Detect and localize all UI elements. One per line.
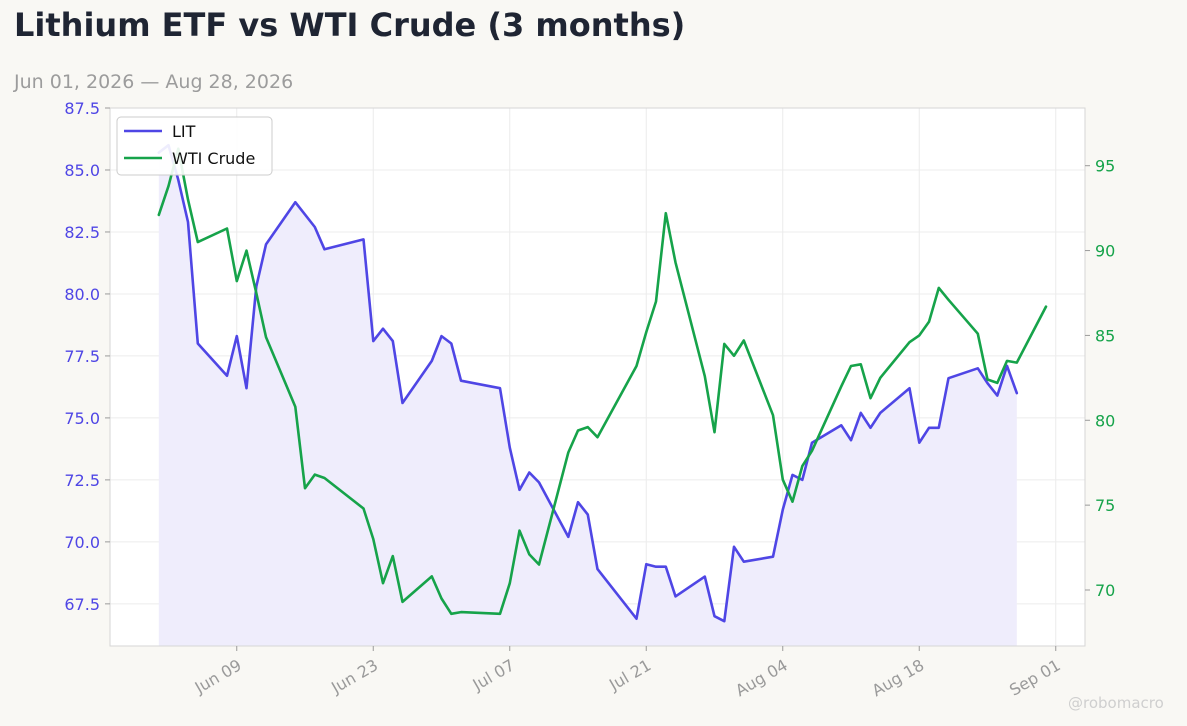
y-left-tick-label: 72.5 (64, 471, 100, 490)
x-tick-label: Aug 18 (869, 655, 928, 700)
y-left-tick-label: 75.0 (64, 409, 100, 428)
series-line-wti-crude (157, 147, 1048, 616)
y-left-tick-label: 80.0 (64, 285, 100, 304)
series-line-lit (157, 143, 1019, 623)
y-left-tick-label: 70.0 (64, 533, 100, 552)
chart-title: Lithium ETF vs WTI Crude (3 months) (14, 6, 686, 44)
x-tick-label: Jul 07 (469, 655, 518, 694)
y-right-tick-label: 75 (1095, 496, 1115, 515)
chart-subtitle: Jun 01, 2026 — Aug 28, 2026 (14, 71, 294, 93)
plot-frame (109, 107, 1086, 647)
series-layer (157, 143, 1048, 623)
y-right-tick-label: 90 (1095, 242, 1115, 261)
y-left-tick-label: 77.5 (64, 347, 100, 366)
y-right-tick-label: 80 (1095, 411, 1115, 430)
x-tick-label: Jun 23 (327, 655, 381, 697)
y-right-tick-label: 95 (1095, 157, 1115, 176)
x-tick-label: Jun 09 (191, 655, 245, 697)
y-left-tick-label: 87.5 (64, 99, 100, 118)
fill-layer (158, 145, 1017, 646)
legend-label: WTI Crude (172, 149, 255, 168)
y-left-tick-label: 82.5 (64, 223, 100, 242)
y-right-tick-label: 85 (1095, 326, 1115, 345)
y-right-tick-label: 70 (1095, 581, 1115, 600)
x-tick-label: Jul 21 (605, 655, 654, 694)
legend: LIT WTI Crude (116, 116, 273, 176)
x-tick-label: Aug 04 (732, 655, 791, 700)
x-tick-label: Sep 01 (1006, 655, 1064, 699)
series-area-lit (158, 145, 1017, 646)
legend-label: LIT (172, 122, 196, 141)
watermark: @robomacro (1068, 694, 1164, 712)
y-left-tick-label: 67.5 (64, 595, 100, 614)
y-left-tick-label: 85.0 (64, 161, 100, 180)
